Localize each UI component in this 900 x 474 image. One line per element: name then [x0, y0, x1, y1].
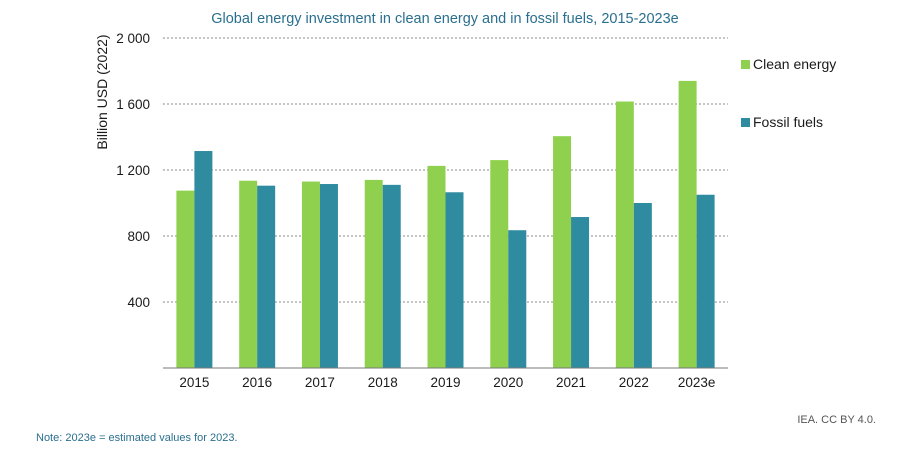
bar-clean-energy: [615, 101, 634, 369]
bars: [176, 80, 715, 369]
bar-fossil-fuels: [445, 192, 464, 368]
footnote: Note: 2023e = estimated values for 2023.: [36, 432, 238, 444]
source-credit: IEA. CC BY 4.0.: [797, 414, 876, 426]
bar-clean-energy: [364, 179, 383, 368]
bar-fossil-fuels: [319, 184, 338, 368]
legend-label: Clean energy: [753, 56, 836, 72]
x-tick-label: 2016: [242, 375, 272, 390]
legend-swatch: [741, 118, 750, 127]
bar-fossil-fuels: [194, 151, 213, 368]
bar-fossil-fuels: [257, 185, 276, 368]
y-tick-label: 2 000: [116, 31, 150, 46]
axes: 400 800 1 200 1 600 2 000 2015 2016 2017 2018 201…: [116, 31, 728, 390]
y-tick-label: 1 200: [116, 163, 150, 178]
legend: Clean energy Fossil fuels: [741, 56, 836, 130]
bar-fossil-fuels: [696, 194, 715, 368]
y-tick-label: 1 600: [116, 97, 150, 112]
y-tick-label: 400: [127, 295, 150, 310]
chart-title: Global energy investment in clean energy…: [211, 11, 679, 27]
bar-fossil-fuels: [508, 230, 527, 368]
legend-swatch: [741, 60, 750, 69]
y-axis-title: Billion USD (2022): [94, 34, 110, 149]
x-tick-label: 2017: [305, 375, 335, 390]
bar-clean-energy: [678, 80, 697, 369]
x-tick-label: 2023e: [678, 375, 716, 390]
bar-fossil-fuels: [633, 203, 652, 368]
legend-label: Fossil fuels: [753, 114, 823, 130]
x-tick-label: 2020: [493, 375, 523, 390]
bar-clean-energy: [490, 160, 509, 368]
bar-fossil-fuels: [571, 217, 590, 368]
bar-clean-energy: [301, 181, 320, 368]
bar-fossil-fuels: [382, 184, 401, 368]
bar-clean-energy: [553, 136, 572, 368]
bar-clean-energy: [176, 190, 195, 368]
bar-clean-energy: [239, 180, 258, 368]
y-tick-label: 800: [127, 229, 150, 244]
bar-clean-energy: [427, 165, 446, 368]
x-tick-label: 2015: [179, 375, 209, 390]
x-tick-label: 2022: [619, 375, 649, 390]
x-tick-label: 2021: [556, 375, 586, 390]
x-tick-label: 2019: [430, 375, 460, 390]
x-tick-label: 2018: [368, 375, 398, 390]
